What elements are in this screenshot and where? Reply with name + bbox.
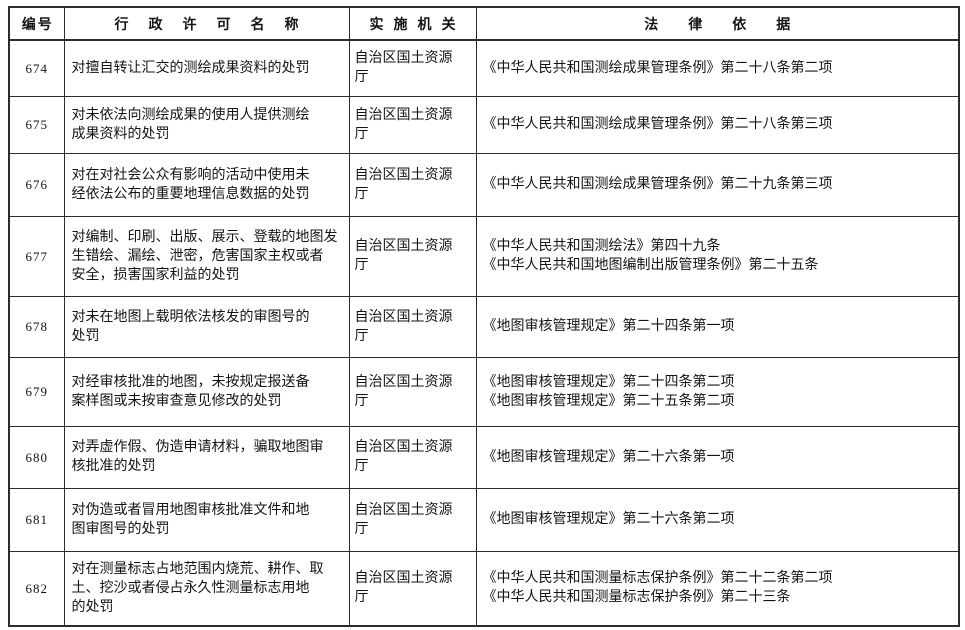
license-name-cell: 对编制、印刷、出版、展示、登载的地图发 生错绘、漏绘、泄密，危害国家主权或者 安…	[63, 215, 350, 297]
legal-basis-cell: 《中华人民共和国测绘法》第四十九条 《中华人民共和国地图编制出版管理条例》第二十…	[475, 215, 960, 297]
table-row: 674 对擅自转让汇交的测绘成果资料的处罚 自治区国土资源 厅 《中华人民共和国…	[8, 39, 960, 97]
legal-basis-cell: 《地图审核管理规定》第二十六条第一项	[475, 425, 960, 489]
license-name-cell: 对在对社会公众有影响的活动中使用未 经依法公布的重要地理信息数据的处罚	[63, 152, 350, 217]
column-header-legal: 法律依据	[475, 6, 960, 41]
agency-cell: 自治区国土资源 厅	[348, 95, 477, 154]
table-row: 679 对经审核批准的地图，未按规定报送备 案样图或未按审查意见修改的处罚 自治…	[8, 356, 960, 427]
agency-cell: 自治区国土资源 厅	[348, 487, 477, 552]
table-row: 677 对编制、印刷、出版、展示、登载的地图发 生错绘、漏绘、泄密，危害国家主权…	[8, 215, 960, 297]
agency-cell: 自治区国土资源 厅	[348, 550, 477, 627]
table-header: 编号 行政许可名称 实施机关 法律依据	[8, 6, 960, 41]
column-header-id: 编号	[8, 6, 65, 41]
admin-penalty-table: 编号 行政许可名称 实施机关 法律依据 674 对擅自转让汇交的测绘成果资料的处…	[8, 6, 960, 627]
row-id-cell: 677	[8, 215, 65, 297]
license-name-cell: 对未在地图上载明依法核发的审图号的 处罚	[63, 295, 350, 358]
license-name-cell: 对经审核批准的地图，未按规定报送备 案样图或未按审查意见修改的处罚	[63, 356, 350, 427]
agency-cell: 自治区国土资源 厅	[348, 39, 477, 97]
table-row: 681 对伪造或者冒用地图审核批准文件和地 图审图号的处罚 自治区国土资源 厅 …	[8, 487, 960, 552]
license-name-cell: 对伪造或者冒用地图审核批准文件和地 图审图号的处罚	[63, 487, 350, 552]
license-name-cell: 对擅自转让汇交的测绘成果资料的处罚	[63, 39, 350, 97]
row-id-cell: 676	[8, 152, 65, 217]
legal-basis-cell: 《中华人民共和国测绘成果管理条例》第二十九条第三项	[475, 152, 960, 217]
legal-basis-cell: 《地图审核管理规定》第二十四条第一项	[475, 295, 960, 358]
column-header-name: 行政许可名称	[63, 6, 350, 41]
table-row: 676 对在对社会公众有影响的活动中使用未 经依法公布的重要地理信息数据的处罚 …	[8, 152, 960, 217]
agency-cell: 自治区国土资源 厅	[348, 152, 477, 217]
row-id-cell: 674	[8, 39, 65, 97]
agency-cell: 自治区国土资源 厅	[348, 356, 477, 427]
table-row: 682 对在测量标志占地范围内烧荒、耕作、取 土、挖沙或者侵占永久性测量标志用地…	[8, 550, 960, 627]
row-id-cell: 678	[8, 295, 65, 358]
row-id-cell: 681	[8, 487, 65, 552]
agency-cell: 自治区国土资源 厅	[348, 215, 477, 297]
agency-cell: 自治区国土资源 厅	[348, 295, 477, 358]
legal-basis-cell: 《地图审核管理规定》第二十六条第二项	[475, 487, 960, 552]
legal-basis-cell: 《地图审核管理规定》第二十四条第二项 《地图审核管理规定》第二十五条第二项	[475, 356, 960, 427]
license-name-cell: 对在测量标志占地范围内烧荒、耕作、取 土、挖沙或者侵占永久性测量标志用地 的处罚	[63, 550, 350, 627]
header-row: 编号 行政许可名称 实施机关 法律依据	[8, 6, 960, 41]
table-body: 674 对擅自转让汇交的测绘成果资料的处罚 自治区国土资源 厅 《中华人民共和国…	[8, 39, 960, 627]
legal-basis-cell: 《中华人民共和国测绘成果管理条例》第二十八条第二项	[475, 39, 960, 97]
row-id-cell: 675	[8, 95, 65, 154]
license-name-cell: 对弄虚作假、伪造申请材料，骗取地图审 核批准的处罚	[63, 425, 350, 489]
column-header-agency: 实施机关	[348, 6, 477, 41]
license-name-cell: 对未依法向测绘成果的使用人提供测绘 成果资料的处罚	[63, 95, 350, 154]
agency-cell: 自治区国土资源 厅	[348, 425, 477, 489]
legal-basis-cell: 《中华人民共和国测量标志保护条例》第二十二条第二项 《中华人民共和国测量标志保护…	[475, 550, 960, 627]
table-row: 678 对未在地图上载明依法核发的审图号的 处罚 自治区国土资源 厅 《地图审核…	[8, 295, 960, 358]
legal-basis-cell: 《中华人民共和国测绘成果管理条例》第二十八条第三项	[475, 95, 960, 154]
row-id-cell: 679	[8, 356, 65, 427]
table-row: 675 对未依法向测绘成果的使用人提供测绘 成果资料的处罚 自治区国土资源 厅 …	[8, 95, 960, 154]
row-id-cell: 680	[8, 425, 65, 489]
table-row: 680 对弄虚作假、伪造申请材料，骗取地图审 核批准的处罚 自治区国土资源 厅 …	[8, 425, 960, 489]
row-id-cell: 682	[8, 550, 65, 627]
